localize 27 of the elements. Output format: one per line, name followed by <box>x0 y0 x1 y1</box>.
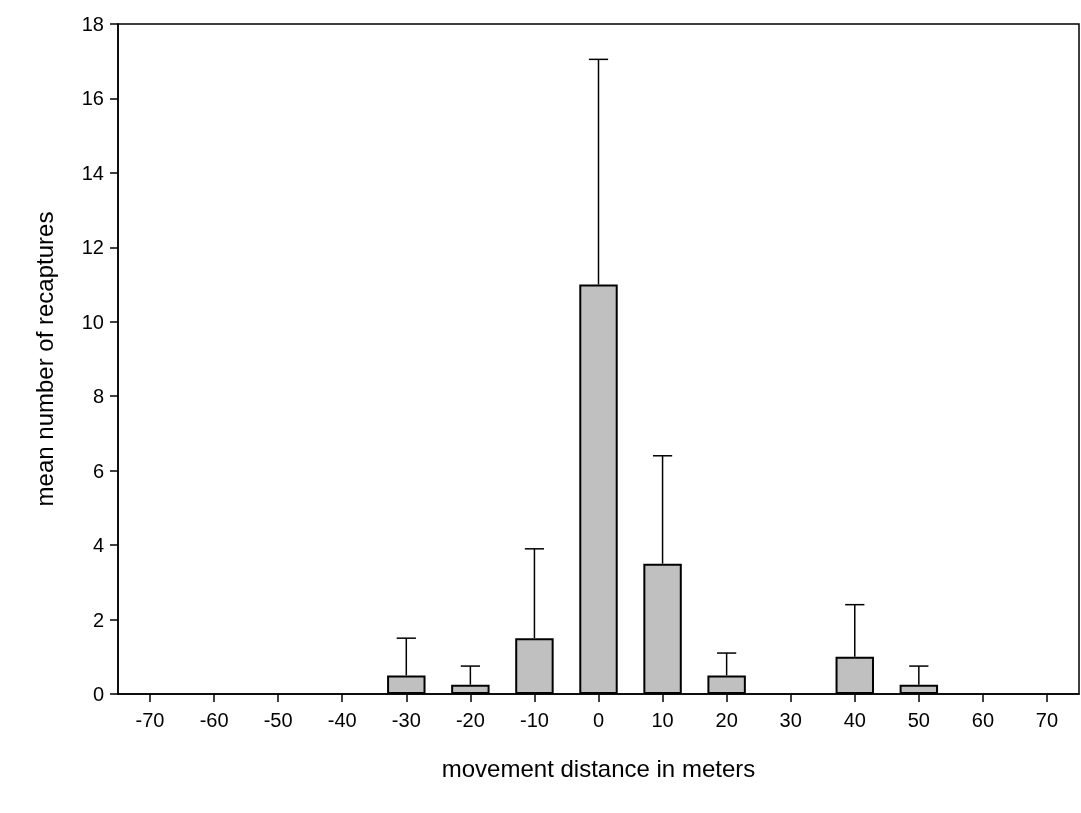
x-tick-label: 10 <box>651 709 674 731</box>
y-tick-label: 2 <box>92 608 104 631</box>
y-tick-label: 8 <box>92 385 104 408</box>
x-tick-label: -40 <box>327 709 357 731</box>
x-tick-label: -30 <box>391 709 421 731</box>
y-tick-label: 0 <box>92 683 104 705</box>
x-tick-label: 30 <box>779 709 802 731</box>
y-tick-label: 4 <box>92 534 104 557</box>
x-axis-title: movement distance in meters <box>441 754 756 782</box>
x-tick-label: 40 <box>843 709 866 731</box>
y-tick-label: 10 <box>81 310 104 333</box>
y-tick-label: 14 <box>81 161 104 184</box>
y-tick-label: 18 <box>81 13 104 35</box>
x-tick-label: -10 <box>519 709 549 731</box>
x-tick-label: -70 <box>135 709 165 731</box>
x-tick-label: 0 <box>592 709 605 731</box>
y-tick-label: 6 <box>92 459 104 482</box>
x-tick-label: -20 <box>455 709 485 731</box>
x-tick-label: -50 <box>263 709 293 731</box>
x-tick-label: -60 <box>199 709 229 731</box>
x-tick-label: 20 <box>715 709 738 731</box>
y-tick-label: 16 <box>81 87 104 110</box>
y-axis-title: mean number of recaptures <box>30 211 58 507</box>
x-tick-label: 60 <box>971 709 995 731</box>
x-tick-label: 70 <box>1035 709 1059 731</box>
y-tick-label: 12 <box>81 236 104 259</box>
x-tick-label: 50 <box>907 709 930 731</box>
